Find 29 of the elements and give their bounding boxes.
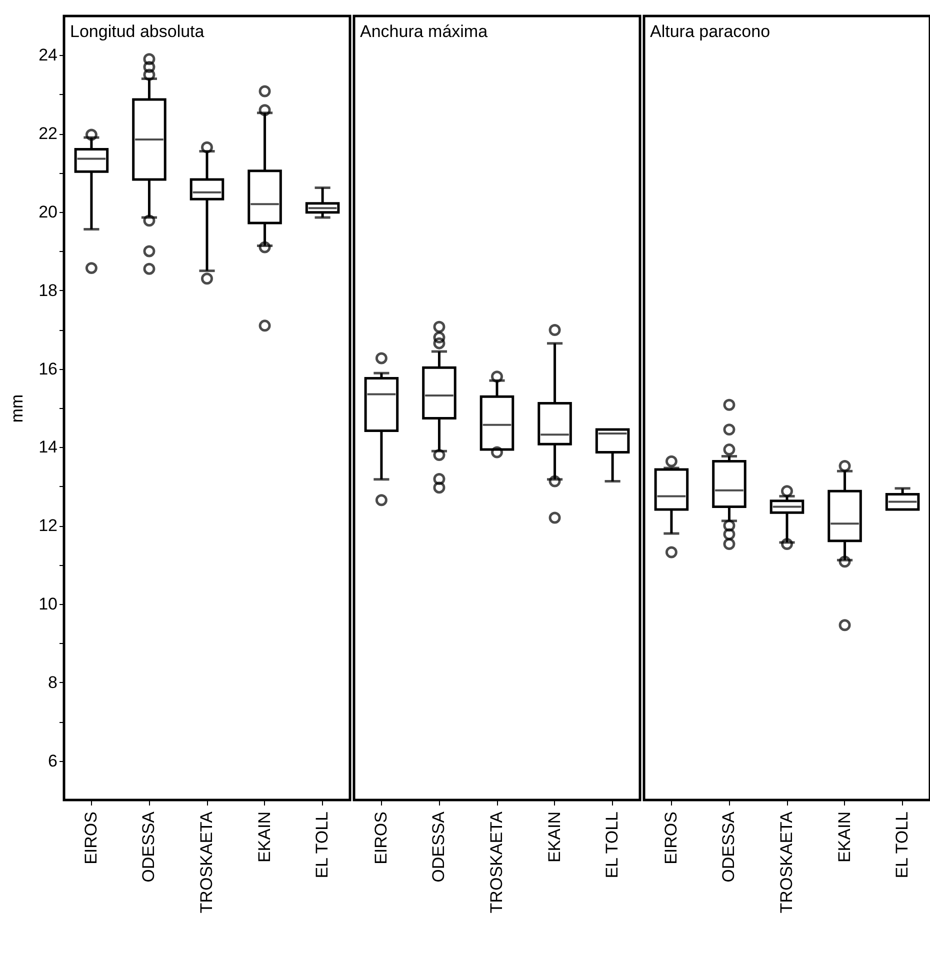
chart-title: Anchura máxima [360, 22, 488, 41]
x-tick-label: EL TOLL [602, 812, 622, 878]
y-tick-label: 16 [38, 359, 58, 378]
x-tick-label: EIROS [371, 812, 390, 864]
x-tick-label: TROSKAETA [777, 810, 796, 914]
x-tick-label: EKAIN [254, 812, 274, 863]
y-tick-label: 6 [48, 751, 58, 770]
x-tick-label: EL TOLL [312, 812, 332, 878]
y-tick-label: 8 [48, 672, 58, 692]
x-tick-label: ODESSA [719, 810, 738, 882]
x-tick-label: EIROS [81, 812, 100, 864]
y-tick-label: 18 [38, 280, 58, 300]
x-tick-label: TROSKAETA [487, 810, 506, 914]
y-tick-label: 22 [38, 124, 58, 144]
y-tick-label: 14 [38, 438, 58, 457]
x-tick-label: TROSKAETA [197, 810, 216, 914]
x-tick-label: EKAIN [834, 812, 854, 863]
x-tick-label: ODESSA [429, 810, 448, 882]
chart-title: Longitud absoluta [70, 22, 205, 41]
chart-title: Altura paracono [650, 22, 770, 41]
y-tick-label: 24 [38, 46, 58, 65]
x-tick-label: EKAIN [544, 812, 564, 863]
y-tick-label: 20 [38, 202, 58, 222]
x-tick-label: ODESSA [139, 810, 158, 882]
x-tick-label: EL TOLL [892, 812, 912, 878]
y-tick-label: 10 [38, 594, 58, 614]
x-tick-label: EIROS [661, 812, 680, 864]
y-axis-title: mm [8, 394, 27, 423]
y-tick-label: 12 [38, 516, 58, 536]
